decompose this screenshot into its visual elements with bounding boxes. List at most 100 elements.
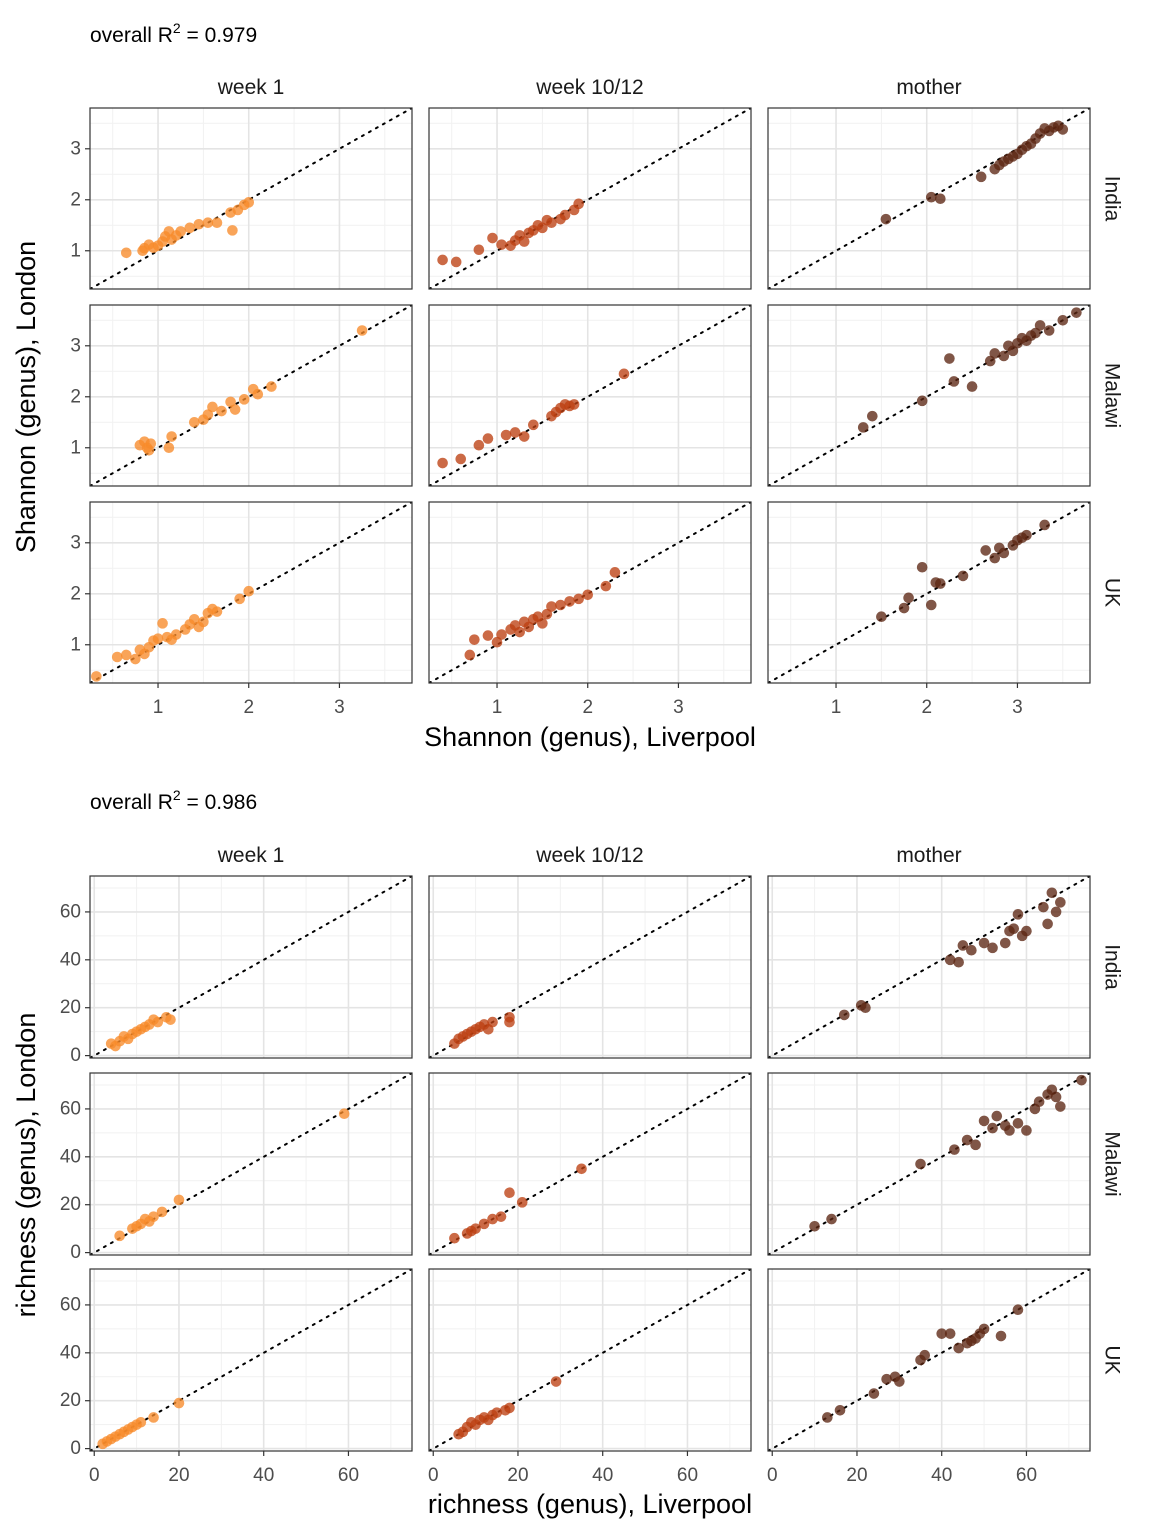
data-point (1042, 918, 1053, 930)
data-point (1055, 897, 1066, 908)
panel-uk-week-10-12: 0 20 40 60 (428, 1268, 752, 1486)
data-point (1004, 1125, 1015, 1136)
shannon-chart: week 1 week 10/12 mother India 1 2 3 Malawi 1 2 3 U… (70, 76, 1123, 718)
data-point (857, 422, 869, 433)
panel-uk-mother: 1 2 3 (767, 501, 1091, 718)
data-point (469, 634, 480, 645)
y-tick-label: 40 (60, 949, 81, 970)
data-point (999, 937, 1011, 949)
data-point (919, 1349, 931, 1361)
identity-reference-line (90, 1269, 412, 1451)
data-point (834, 1404, 846, 1416)
data-point (867, 410, 878, 422)
data-point (509, 427, 521, 438)
data-point (957, 940, 969, 951)
panel-border (428, 107, 752, 290)
panel-uk-mother: 0 20 40 60 (767, 1268, 1091, 1486)
data-point (935, 193, 946, 205)
data-point (473, 439, 485, 451)
data-point (936, 1328, 948, 1339)
data-point (111, 651, 123, 663)
panel-border (89, 107, 413, 290)
identity-reference-line (768, 876, 1090, 1058)
panel-border (767, 1268, 1091, 1452)
data-point (449, 1232, 460, 1244)
data-point (504, 1187, 515, 1199)
data-point (953, 1342, 964, 1354)
data-point (1050, 1091, 1062, 1103)
data-point (809, 1220, 820, 1232)
data-point (925, 599, 937, 611)
data-point (189, 613, 200, 625)
column-strip-week-10-12: week 10/12 (535, 76, 643, 99)
data-point (537, 618, 548, 629)
identity-reference-line (90, 1073, 412, 1255)
data-point (1012, 1304, 1024, 1316)
data-point (573, 198, 584, 210)
x-tick-label: 1 (831, 697, 842, 718)
data-point (1012, 1117, 1024, 1129)
data-point (518, 431, 530, 442)
shannon-x-axis-label: Shannon (genus), Liverpool (424, 722, 756, 752)
panel-india-mother (767, 875, 1091, 1059)
x-tick-label: 2 (921, 697, 932, 718)
panel-border (89, 304, 413, 487)
y-tick-label: 2 (70, 583, 81, 604)
data-point (944, 353, 955, 364)
data-point (826, 1213, 837, 1225)
data-point (600, 580, 612, 592)
data-point (1021, 925, 1032, 937)
column-strip-mother: mother (896, 76, 961, 99)
identity-reference-line (429, 305, 751, 486)
panel-border (428, 1268, 752, 1452)
x-tick-label: 2 (582, 697, 593, 718)
data-point (145, 438, 157, 449)
data-point (496, 629, 507, 640)
data-point (166, 431, 177, 442)
data-point (980, 545, 991, 556)
column-strip-week-1: week 1 (217, 76, 285, 99)
data-point (998, 350, 1010, 362)
row-strip-india: India (1101, 176, 1124, 222)
data-point (234, 593, 245, 605)
data-point (860, 1002, 871, 1014)
row-strip-uk: UK (1101, 578, 1124, 607)
data-point (1071, 307, 1082, 318)
panel-border (428, 875, 752, 1059)
data-point (991, 1110, 1003, 1122)
data-point (915, 1158, 926, 1170)
y-tick-label: 20 (60, 1194, 81, 1215)
data-point (1034, 320, 1046, 331)
x-tick-label: 3 (673, 697, 684, 718)
x-tick-label: 40 (253, 1465, 274, 1486)
data-point (173, 1397, 185, 1409)
richness-x-axis-label: richness (genus), Liverpool (428, 1489, 752, 1519)
data-point (478, 1218, 490, 1230)
panel-border (767, 107, 1091, 290)
data-point (1033, 1096, 1045, 1108)
data-point (949, 1144, 960, 1155)
panel-border (89, 875, 413, 1059)
x-tick-label: 0 (767, 1465, 778, 1486)
column-strip-week-10-12: week 10/12 (535, 844, 643, 867)
data-point (211, 217, 223, 229)
x-tick-label: 20 (168, 1465, 189, 1486)
identity-reference-line (90, 305, 412, 486)
data-point (546, 601, 557, 612)
y-tick-label: 60 (60, 1098, 81, 1119)
data-point (227, 225, 238, 236)
data-point (987, 1122, 998, 1134)
data-point (987, 942, 998, 954)
shannon-title: overall R2 = 0.979 (90, 20, 257, 47)
y-tick-label: 1 (70, 634, 81, 655)
data-point (559, 209, 571, 221)
y-tick-label: 20 (60, 1390, 81, 1411)
panel-border (767, 1072, 1091, 1256)
data-point (978, 937, 990, 949)
panel-border (89, 1072, 413, 1256)
data-point (114, 1230, 125, 1242)
panel-india-mother (767, 107, 1091, 290)
data-point (225, 396, 236, 408)
y-tick-label: 0 (70, 1242, 81, 1263)
data-point (211, 606, 223, 617)
